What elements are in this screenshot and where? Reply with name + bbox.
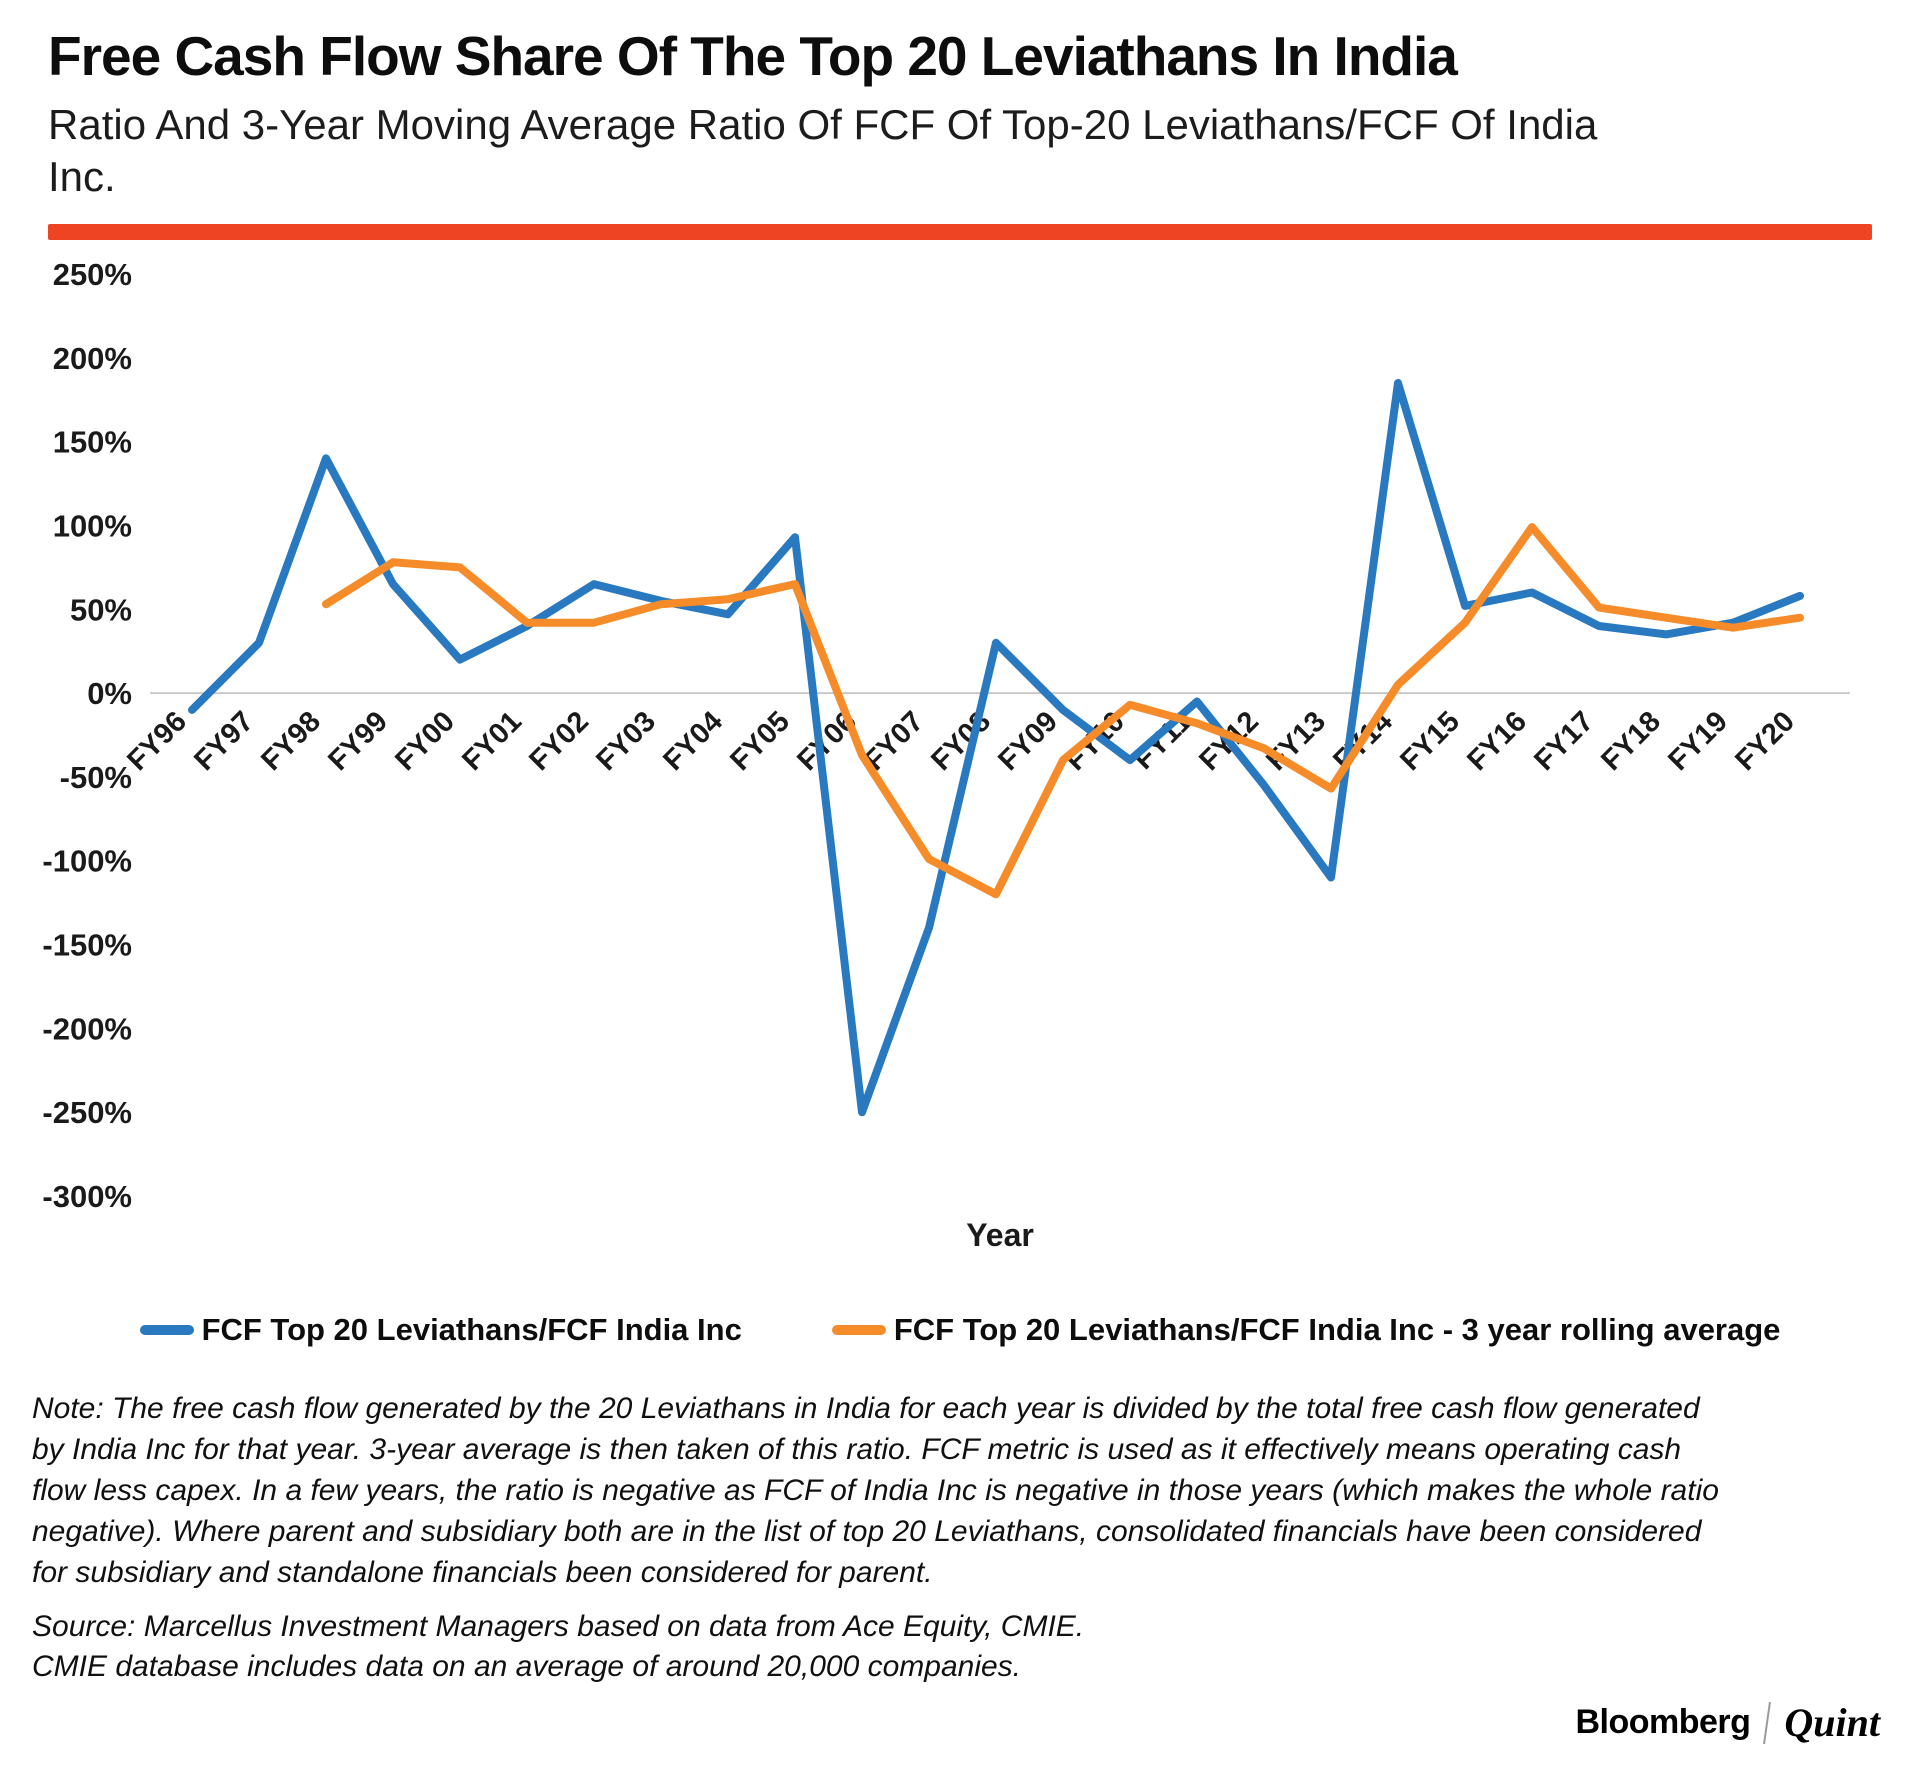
source-text: Source: Marcellus Investment Managers ba… — [32, 1607, 1872, 1687]
y-axis-tick-label: 200% — [53, 340, 132, 375]
x-axis-tick-label: FY09 — [992, 705, 1064, 777]
page-subtitle: Ratio And 3-Year Moving Average Ratio Of… — [48, 100, 1598, 201]
x-axis-tick-label: FY19 — [1662, 705, 1734, 777]
x-axis-tick-label: FY02 — [523, 705, 595, 777]
line-chart-canvas: 250% 200% 150% 100% 50% 0% -50% -100% -150% -200%… — [42, 257, 1850, 1253]
y-axis-tick-label: -300% — [42, 1179, 132, 1214]
chart-line-fcf-ratio — [188, 378, 1804, 1116]
x-axis-tick-label: FY15 — [1394, 705, 1466, 777]
chart-header: Free Cash Flow Share Of The Top 20 Levia… — [48, 26, 1872, 240]
x-axis-tick-label: FY00 — [389, 705, 461, 777]
y-axis-tick-label: 150% — [53, 424, 132, 459]
chart-line-rolling-average — [322, 522, 1804, 898]
y-axis-tick-label: 0% — [87, 676, 132, 711]
legend-swatch-blue-line — [139, 1324, 194, 1335]
y-axis-tick-label: -250% — [42, 1095, 132, 1130]
legend-label-rolling-average: FCF Top 20 Leviathans/FCF India Inc - 3 … — [893, 1311, 1781, 1347]
bloomberg-logo: Bloomberg — [1575, 1703, 1751, 1741]
x-axis-tick-label: FY05 — [724, 705, 796, 777]
x-axis-tick-label: FY16 — [1461, 705, 1533, 777]
x-axis-tick-label: FY01 — [456, 705, 528, 777]
y-axis-tick-label: -100% — [42, 843, 132, 878]
accent-bar — [48, 223, 1872, 240]
x-axis-title: Year — [966, 1217, 1034, 1253]
source-line-2: CMIE database includes data on an averag… — [32, 1649, 1022, 1683]
y-axis-tick-label: -200% — [42, 1011, 132, 1046]
y-axis-tick-label: -50% — [60, 759, 132, 794]
x-axis-tick-label: FY96 — [121, 705, 193, 777]
brand-footer: Bloomberg Quint — [1575, 1699, 1880, 1746]
source-line-1: Source: Marcellus Investment Managers ba… — [32, 1609, 1085, 1643]
x-axis-tick-label: FY99 — [322, 705, 394, 777]
x-axis-tick-label: FY17 — [1528, 705, 1600, 777]
x-axis-tick-label: FY20 — [1729, 705, 1801, 777]
x-axis-tick-label: FY97 — [188, 705, 260, 777]
note-text: Note: The free cash flow generated by th… — [32, 1391, 1719, 1589]
x-axis-tick-label: FY08 — [925, 705, 997, 777]
brand-divider — [1763, 1701, 1772, 1744]
chart-legend: FCF Top 20 Leviathans/FCF India Inc FCF … — [48, 1312, 1872, 1348]
line-chart: 250% 200% 150% 100% 50% 0% -50% -100% -150% -200%… — [0, 244, 1920, 1264]
x-axis-tick-label: FY18 — [1595, 705, 1667, 777]
x-axis-tick-label: FY04 — [657, 705, 729, 777]
y-axis-tick-label: 50% — [70, 592, 132, 627]
legend-item-fcf-ratio: FCF Top 20 Leviathans/FCF India Inc — [139, 1311, 742, 1348]
y-axis-tick-label: 100% — [53, 508, 132, 543]
legend-label-fcf-ratio: FCF Top 20 Leviathans/FCF India Inc — [201, 1311, 742, 1347]
x-axis-tick-label: FY98 — [255, 705, 327, 777]
legend-item-rolling-average: FCF Top 20 Leviathans/FCF India Inc - 3 … — [831, 1311, 1781, 1348]
x-axis-tick-label: FY06 — [791, 705, 863, 777]
y-axis-tick-label: -150% — [42, 927, 132, 962]
legend-swatch-orange-line — [831, 1324, 886, 1335]
y-axis-tick-label: 250% — [53, 257, 132, 292]
x-axis-tick-label: FY03 — [590, 705, 662, 777]
quint-logo: Quint — [1784, 1700, 1880, 1745]
page-title: Free Cash Flow Share Of The Top 20 Levia… — [48, 25, 1458, 87]
